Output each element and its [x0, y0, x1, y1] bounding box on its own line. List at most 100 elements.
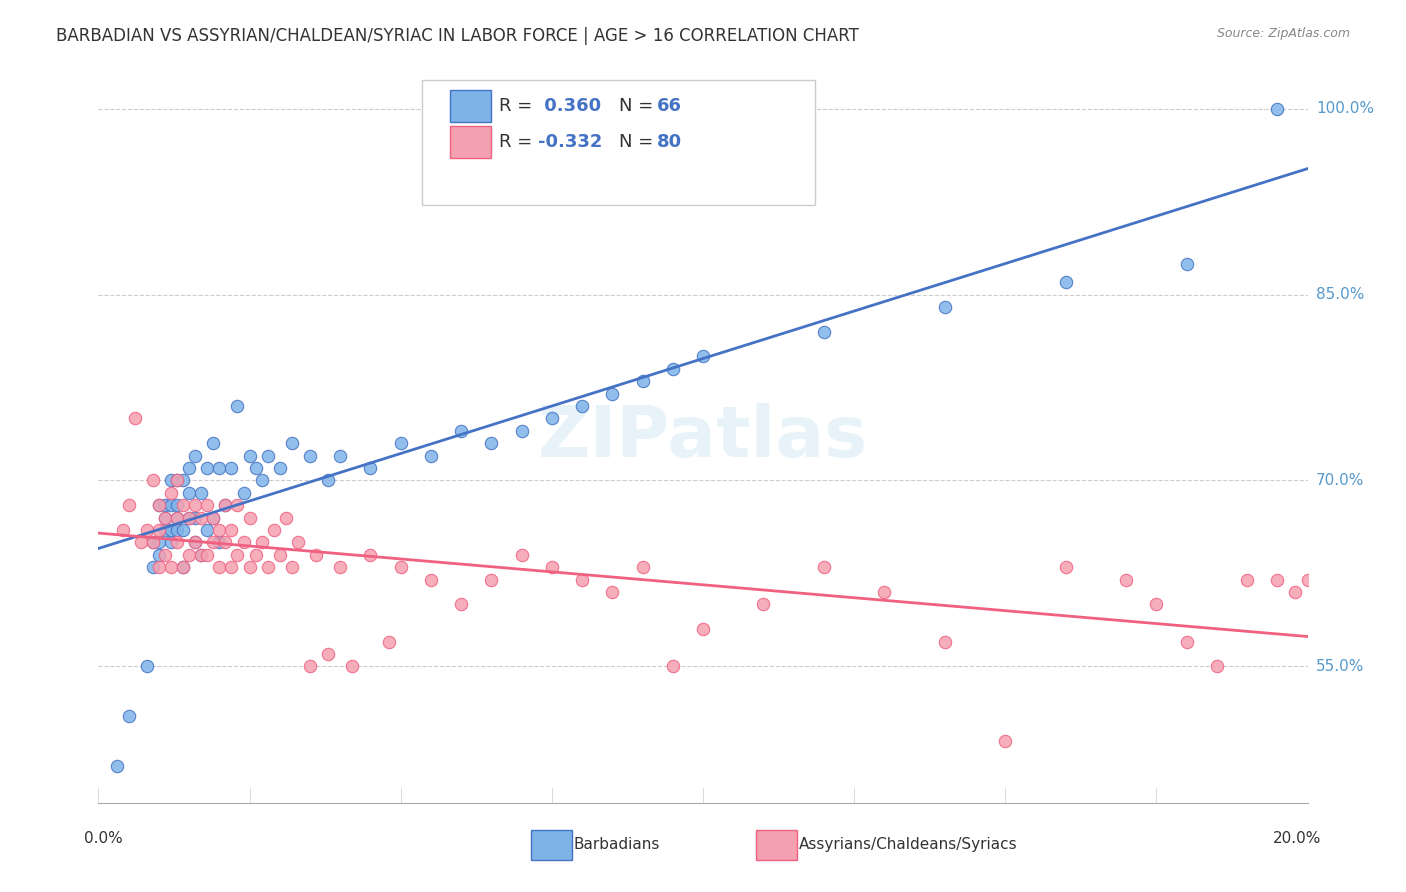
Point: [450, 598, 472, 612]
Point: [153, 510, 176, 524]
Point: [245, 548, 267, 562]
Point: [934, 300, 956, 314]
Point: [1267, 102, 1289, 116]
Point: [221, 461, 243, 475]
Text: N =: N =: [619, 133, 658, 151]
Text: 0.360: 0.360: [538, 97, 602, 115]
Point: [148, 535, 170, 549]
Point: [195, 498, 218, 512]
Point: [256, 560, 278, 574]
Point: [221, 560, 243, 574]
Point: [153, 498, 176, 512]
Point: [661, 362, 683, 376]
Point: [166, 535, 188, 549]
Point: [160, 486, 183, 500]
Point: [510, 548, 533, 562]
Point: [602, 585, 624, 599]
Point: [269, 548, 291, 562]
Point: [1146, 598, 1168, 612]
Point: [208, 560, 231, 574]
Point: [299, 659, 322, 673]
Text: Assyrians/Chaldeans/Syriacs: Assyrians/Chaldeans/Syriacs: [799, 838, 1017, 852]
Point: [299, 449, 322, 463]
Point: [1284, 585, 1306, 599]
Point: [184, 535, 207, 549]
Point: [142, 560, 165, 574]
Point: [420, 449, 443, 463]
Point: [239, 560, 262, 574]
Point: [342, 659, 364, 673]
Point: [329, 449, 352, 463]
Point: [190, 548, 212, 562]
Point: [195, 523, 218, 537]
Point: [1175, 256, 1198, 270]
Point: [226, 498, 249, 512]
Point: [245, 461, 267, 475]
Point: [105, 758, 128, 772]
Point: [160, 560, 183, 574]
Point: [202, 510, 225, 524]
Point: [602, 386, 624, 401]
Point: [208, 461, 231, 475]
Point: [540, 560, 562, 574]
Text: -0.332: -0.332: [538, 133, 603, 151]
Point: [661, 659, 683, 673]
Point: [124, 411, 146, 425]
Point: [1175, 634, 1198, 648]
Point: [571, 399, 593, 413]
Point: [118, 709, 141, 723]
Point: [631, 560, 654, 574]
Point: [166, 523, 188, 537]
Point: [692, 350, 714, 364]
Point: [420, 573, 443, 587]
Point: [389, 436, 412, 450]
Point: [232, 535, 254, 549]
Point: [179, 510, 201, 524]
Point: [540, 411, 562, 425]
Point: [160, 498, 183, 512]
Point: [752, 598, 775, 612]
Point: [153, 548, 176, 562]
Point: [214, 535, 236, 549]
Point: [135, 659, 157, 673]
Point: [813, 560, 835, 574]
Point: [202, 510, 225, 524]
Point: [190, 548, 212, 562]
Point: [1296, 573, 1319, 587]
Point: [692, 622, 714, 636]
Text: BARBADIAN VS ASSYRIAN/CHALDEAN/SYRIAC IN LABOR FORCE | AGE > 16 CORRELATION CHAR: BARBADIAN VS ASSYRIAN/CHALDEAN/SYRIAC IN…: [56, 27, 859, 45]
Text: 66: 66: [657, 97, 682, 115]
Point: [195, 548, 218, 562]
Point: [153, 510, 176, 524]
Point: [214, 498, 236, 512]
Point: [208, 535, 231, 549]
Point: [571, 573, 593, 587]
Point: [129, 535, 152, 549]
Point: [239, 510, 262, 524]
Point: [208, 523, 231, 537]
Text: 85.0%: 85.0%: [1316, 287, 1364, 302]
Point: [481, 573, 503, 587]
Point: [172, 560, 194, 574]
Point: [166, 474, 188, 488]
Point: [195, 461, 218, 475]
Point: [316, 647, 339, 661]
Text: R =: R =: [499, 133, 538, 151]
Point: [287, 535, 309, 549]
Point: [179, 510, 201, 524]
Point: [202, 436, 225, 450]
Point: [153, 523, 176, 537]
Point: [190, 510, 212, 524]
Point: [481, 436, 503, 450]
Point: [160, 523, 183, 537]
Point: [179, 486, 201, 500]
Text: 55.0%: 55.0%: [1316, 659, 1364, 674]
Point: [1236, 573, 1258, 587]
Text: ZIPatlas: ZIPatlas: [538, 402, 868, 472]
Point: [994, 734, 1017, 748]
Point: [148, 498, 170, 512]
Point: [148, 560, 170, 574]
Point: [813, 325, 835, 339]
Text: 70.0%: 70.0%: [1316, 473, 1364, 488]
Point: [184, 449, 207, 463]
